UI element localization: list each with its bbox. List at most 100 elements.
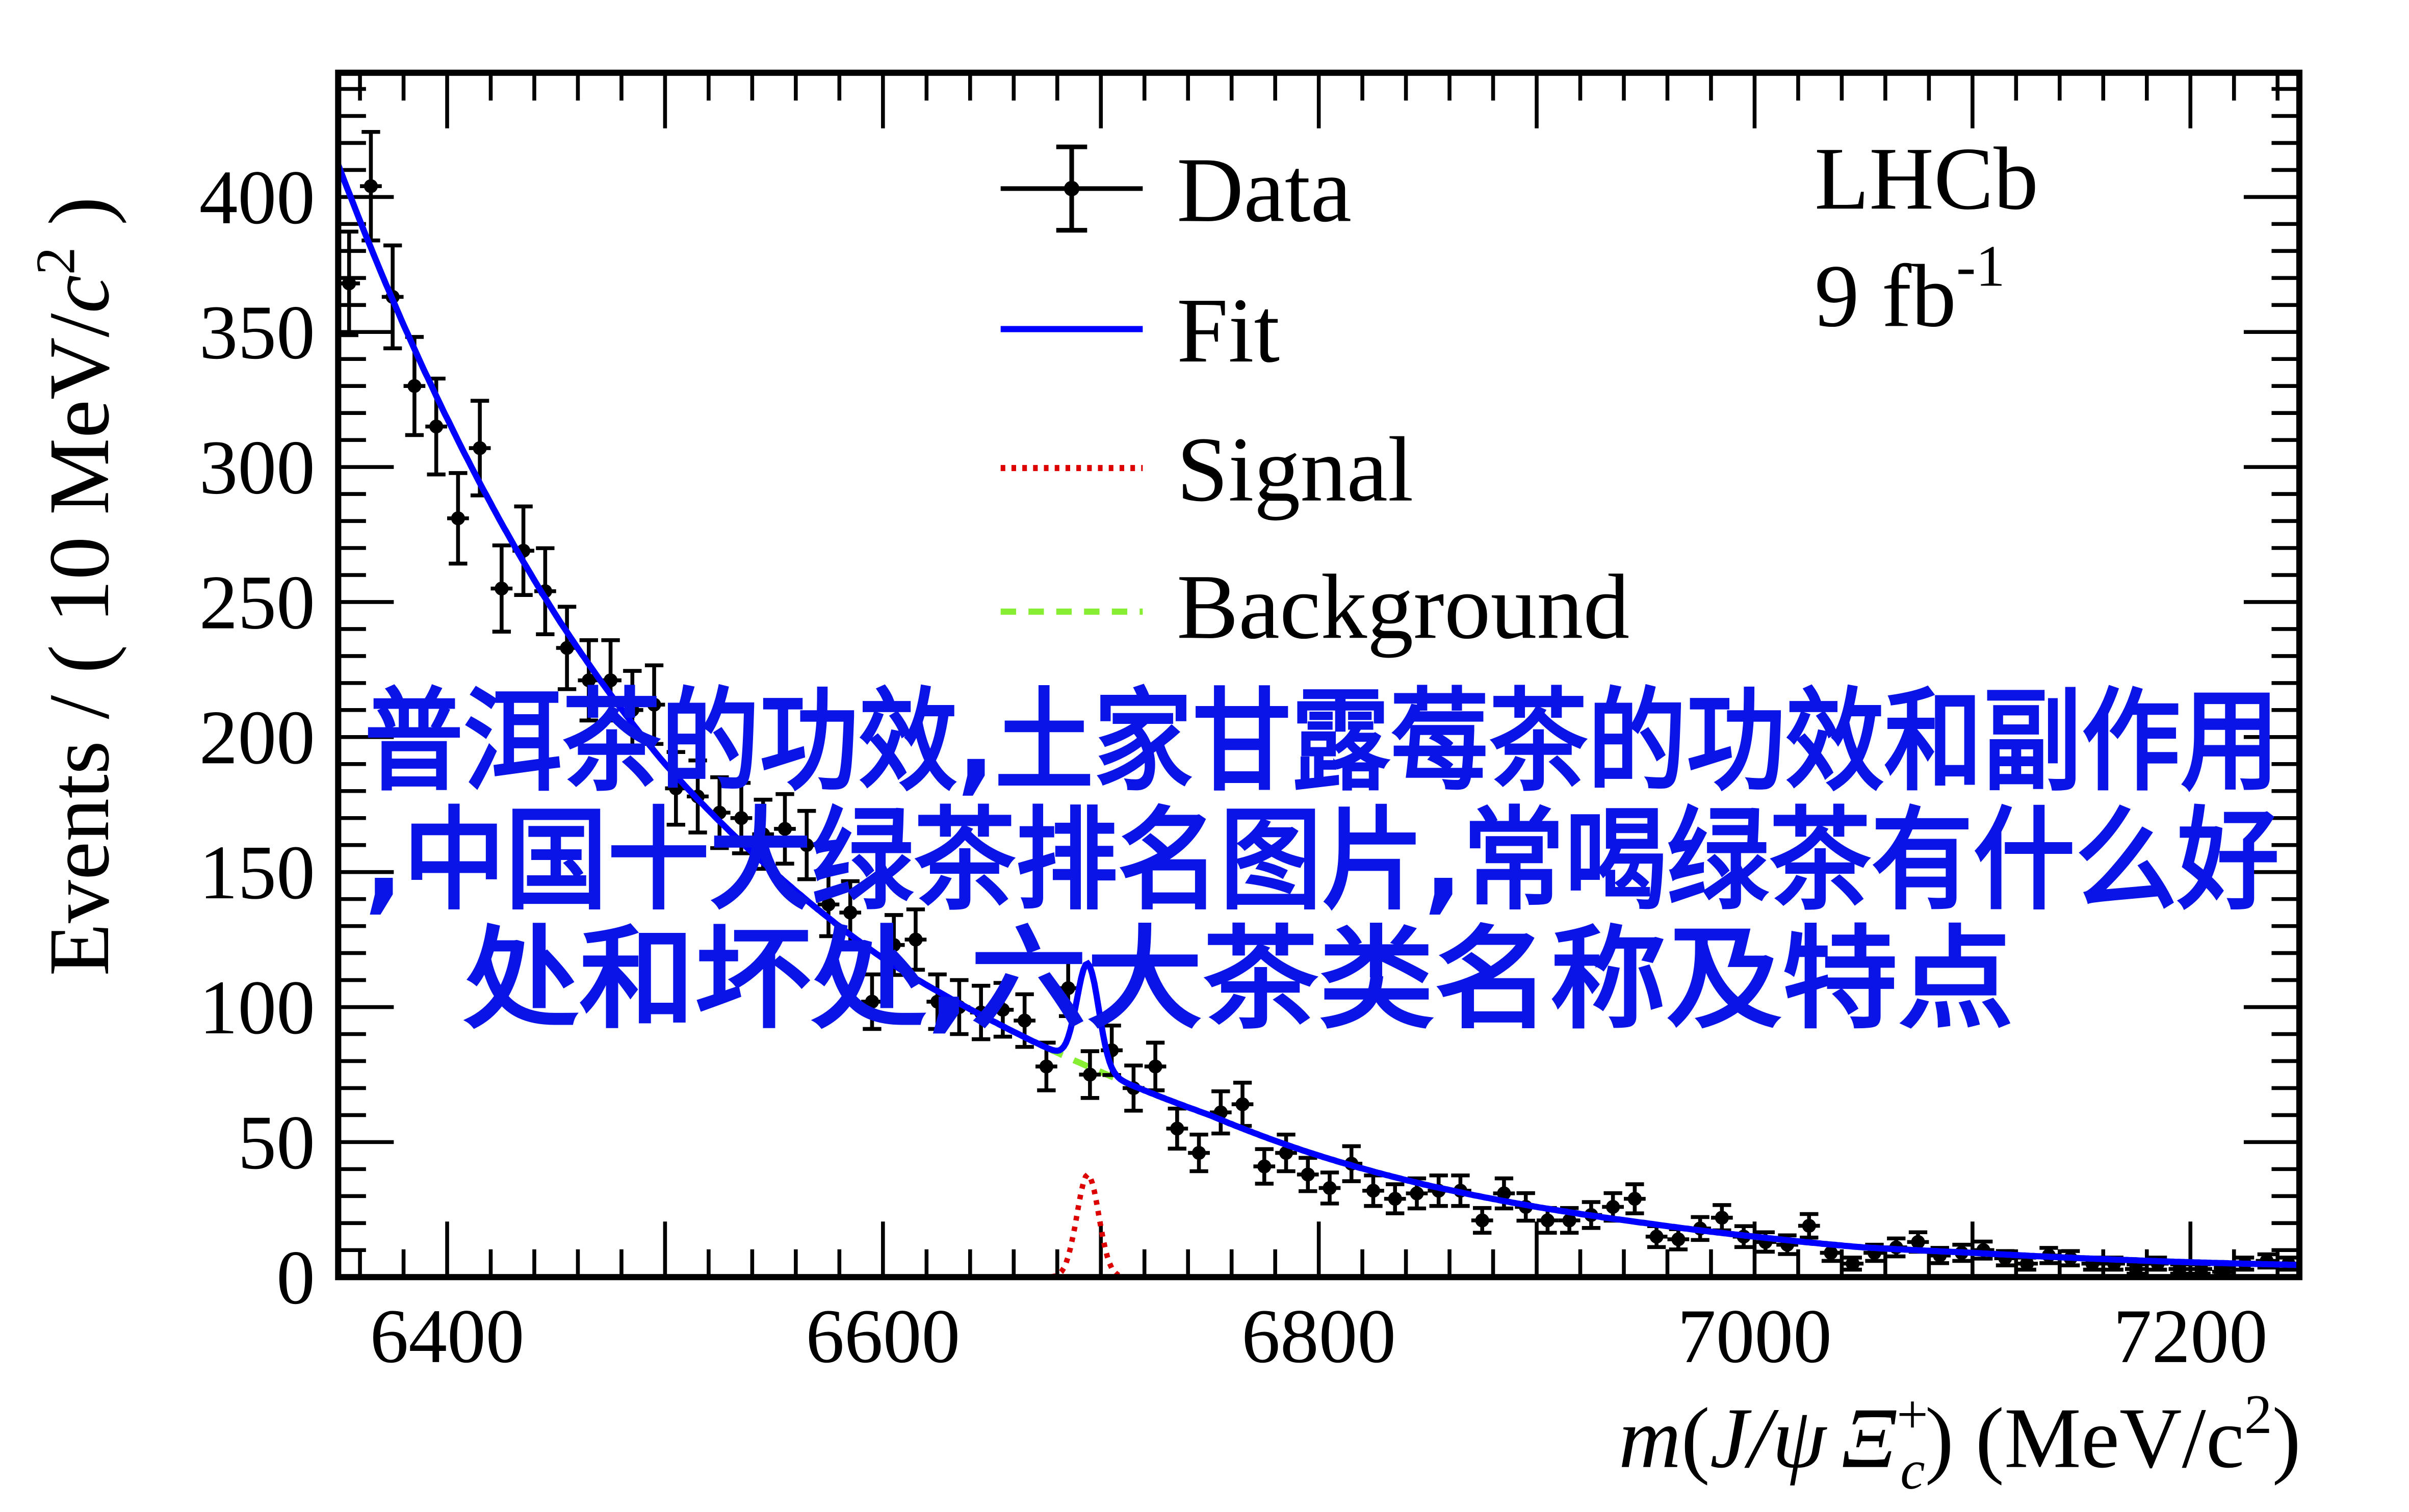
data-marker xyxy=(473,441,487,455)
data-marker xyxy=(843,905,858,920)
y-tick-label: 400 xyxy=(199,154,315,240)
y-tick-label: 350 xyxy=(199,290,315,375)
y-tick-label: 150 xyxy=(199,829,315,915)
data-marker xyxy=(1170,1122,1184,1136)
data-marker xyxy=(451,511,465,526)
data-point xyxy=(1623,1182,1646,1215)
data-point xyxy=(1253,1147,1276,1186)
data-point xyxy=(883,913,905,977)
data-point xyxy=(512,504,534,597)
y-tick-label: 100 xyxy=(199,964,315,1050)
data-marker xyxy=(1475,1213,1489,1228)
data-point xyxy=(578,638,600,723)
data-point xyxy=(621,669,643,751)
data-point xyxy=(1275,1132,1297,1174)
y-tick-labels: 0 50 100 150 200 250 300 350 400 xyxy=(199,154,315,1320)
y-tick-label: 0 xyxy=(276,1235,315,1320)
y-tick-label: 50 xyxy=(238,1100,315,1185)
luminosity-sup: -1 xyxy=(1956,233,2005,299)
data-marker xyxy=(1148,1059,1162,1074)
data-point xyxy=(1318,1170,1341,1206)
data-marker xyxy=(887,938,901,952)
data-marker xyxy=(364,179,378,193)
x-axis-title: m(J/ψ Ξ+ c) (MeV/c2) xyxy=(1619,1384,2301,1501)
data-marker xyxy=(625,703,639,717)
plot-frame xyxy=(335,69,2303,1281)
data-marker xyxy=(778,822,792,836)
data-marker xyxy=(1388,1191,1402,1206)
data-marker xyxy=(1279,1145,1293,1160)
data-marker xyxy=(647,697,661,712)
data-marker xyxy=(2020,1257,2034,1271)
data-point xyxy=(1188,1132,1210,1174)
data-marker xyxy=(756,827,770,842)
data-marker xyxy=(734,811,748,825)
data-marker xyxy=(1061,981,1075,996)
data-point xyxy=(600,638,621,723)
data-point xyxy=(861,972,883,1031)
data-point xyxy=(360,129,382,243)
data-point xyxy=(2125,1262,2147,1276)
data-marker xyxy=(495,581,509,596)
legend-data-marker xyxy=(1000,144,1143,233)
data-marker xyxy=(1824,1245,1838,1260)
data-marker xyxy=(1846,1257,1860,1271)
data-marker xyxy=(1257,1159,1272,1174)
data-point xyxy=(490,543,513,634)
x-tick-labels: 6400 6600 6800 7000 7200 xyxy=(370,1293,2268,1379)
data-marker xyxy=(1018,1013,1032,1028)
data-marker xyxy=(1235,1097,1250,1111)
data-marker xyxy=(930,995,945,1009)
data-point xyxy=(992,981,1014,1039)
data-marker xyxy=(603,673,618,688)
x-tick-label: 6400 xyxy=(370,1293,525,1379)
data-marker xyxy=(1540,1213,1555,1228)
overlay-text-line-3: 处和坏处,六大茶类名称及特点 xyxy=(463,915,2014,1044)
legend: Data Fit Signal Background xyxy=(1000,139,1629,658)
data-marker xyxy=(1715,1211,1729,1225)
data-point xyxy=(926,972,949,1031)
data-point xyxy=(1297,1156,1319,1193)
data-marker xyxy=(342,276,356,291)
data-point xyxy=(1144,1040,1167,1092)
data-point xyxy=(1209,1089,1232,1136)
data-marker xyxy=(909,932,923,947)
x-tick-label: 6600 xyxy=(806,1293,960,1379)
data-point xyxy=(1645,1224,1668,1249)
data-marker xyxy=(1323,1181,1337,1195)
data-marker xyxy=(799,838,814,852)
data-point xyxy=(643,663,665,746)
data-marker xyxy=(1410,1186,1424,1201)
x-tick-label: 7200 xyxy=(2113,1293,2268,1379)
data-point xyxy=(752,797,774,871)
luminosity-label: 9 fb-1 xyxy=(1815,233,2005,346)
luminosity-value: 9 fb xyxy=(1815,246,1956,345)
data-marker xyxy=(582,673,596,688)
data-marker xyxy=(1366,1184,1381,1198)
overlay-text-line-2: ,中国十大绿茶排名图片,常喝绿茶有什么好 xyxy=(365,796,2280,925)
data-marker xyxy=(1039,1059,1054,1074)
data-point xyxy=(795,809,818,881)
data-marker xyxy=(1802,1218,1816,1233)
data-marker xyxy=(1083,1067,1097,1082)
data-point xyxy=(1231,1081,1254,1128)
data-point xyxy=(1842,1256,1864,1272)
data-point xyxy=(817,871,840,939)
data-marker xyxy=(865,995,879,1009)
data-point xyxy=(1079,1049,1101,1100)
data-point xyxy=(1166,1106,1188,1151)
data-point xyxy=(904,907,927,972)
data-point xyxy=(1406,1176,1428,1211)
legend-signal-label: Signal xyxy=(1177,419,1413,521)
data-point xyxy=(1362,1173,1384,1208)
y-axis-title: Events / ( 10 MeV/c2 ) xyxy=(24,197,127,976)
data-marker xyxy=(1497,1186,1511,1201)
data-marker xyxy=(2129,1262,2143,1276)
data-point xyxy=(338,229,360,337)
data-point xyxy=(1014,992,1036,1049)
data-marker xyxy=(996,1003,1010,1017)
data-marker xyxy=(1606,1200,1620,1214)
data-point xyxy=(447,471,469,566)
data-marker xyxy=(1191,1145,1206,1160)
data-marker xyxy=(560,641,574,655)
